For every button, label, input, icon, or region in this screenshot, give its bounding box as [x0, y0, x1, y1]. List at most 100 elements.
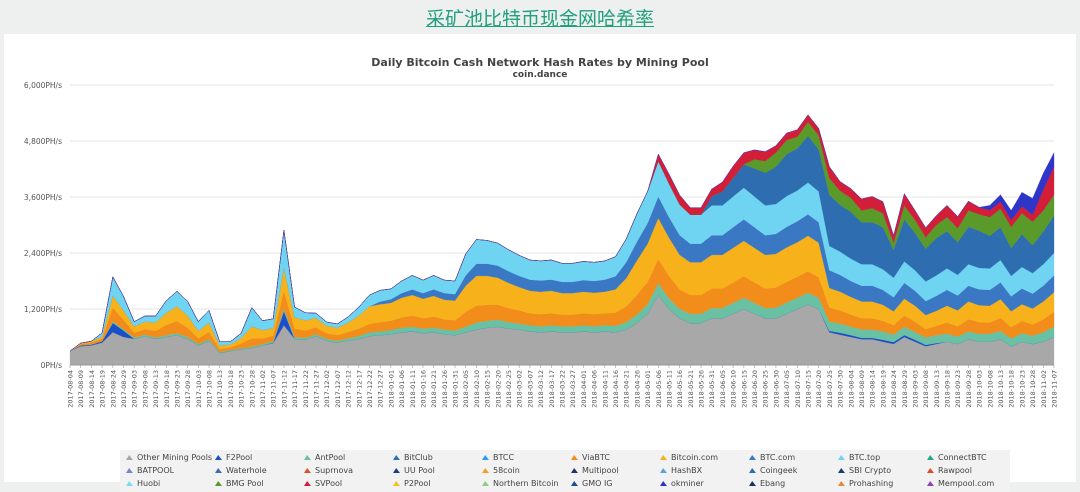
x-tick-label: 2018-09-28 [965, 370, 973, 408]
x-tick-label: 2018-09-08 [922, 370, 930, 408]
legend-item[interactable]: Suprnova [304, 466, 353, 475]
legend-item[interactable]: SBI Crypto [838, 466, 891, 475]
x-tick-label: 2018-05-06 [655, 370, 663, 408]
x-tick-label: 2018-03-17 [548, 370, 556, 408]
x-tick-label: 2017-12-12 [345, 370, 353, 408]
series-area-okminer [69, 114, 1055, 352]
x-tick-label: 2018-04-26 [633, 370, 641, 408]
legend-swatch-icon [304, 468, 311, 473]
x-tick-label: 2018-01-26 [441, 370, 449, 408]
x-tick-label: 2017-11-17 [291, 370, 299, 408]
legend-label: BATPOOL [137, 466, 175, 475]
legend-swatch-icon [838, 455, 845, 460]
legend-label: AntPool [315, 453, 346, 462]
x-tick-label: 2018-07-10 [794, 370, 802, 408]
legend-item[interactable]: BATPOOL [126, 466, 174, 475]
x-tick-label: 2018-05-16 [676, 370, 684, 408]
x-tick-label: 2017-12-02 [323, 370, 331, 408]
legend-label: Bitcoin.com [671, 453, 719, 462]
x-tick-label: 2018-04-16 [612, 370, 620, 408]
legend-swatch-icon [215, 468, 222, 473]
x-tick-label: 2018-04-11 [601, 370, 609, 408]
x-tick-label: 2018-07-15 [805, 370, 813, 408]
legend-item[interactable]: Multipool [571, 466, 619, 475]
x-tick-label: 2017-08-24 [109, 370, 117, 408]
x-tick-label: 2018-02-10 [473, 370, 481, 408]
legend-swatch-icon [393, 468, 400, 473]
y-tick-label: 3,600PH/s [24, 193, 62, 202]
x-tick-label: 2017-12-17 [355, 370, 363, 408]
legend-item[interactable]: Bitcoin.com [660, 453, 718, 462]
legend-item[interactable]: F2Pool [215, 453, 252, 462]
legend-item[interactable]: BTC.com [749, 453, 795, 462]
hash-rate-stacked-area-plot: 0PH/s 1,200PH/s 2,400PH/s 3,600PH/s 4,800PH/… [24, 81, 1059, 408]
x-tick-label: 2018-01-01 [387, 370, 395, 408]
x-tick-label: 2017-12-27 [377, 370, 385, 408]
x-tick-label: 2018-08-24 [890, 370, 898, 408]
legend-item[interactable]: AntPool [304, 453, 345, 462]
legend-label: SBI Crypto [849, 466, 892, 475]
x-tick-label: 2017-09-28 [184, 370, 192, 408]
legend-label: 58coin [493, 466, 520, 475]
legend-swatch-icon [393, 455, 400, 460]
x-tick-label: 2017-11-12 [280, 370, 288, 408]
x-tick-label: 2018-02-15 [484, 370, 492, 408]
x-tick-label: 2018-06-25 [762, 370, 770, 408]
x-tick-label: 2017-08-19 [99, 370, 107, 408]
legend-item[interactable]: Rawpool [927, 466, 972, 475]
y-tick-label: 6,000PH/s [24, 81, 62, 90]
legend-swatch-icon [571, 468, 578, 473]
x-tick-label: 2018-04-06 [591, 370, 599, 408]
legend-swatch-icon [927, 468, 934, 473]
legend-item[interactable]: 58coin [482, 466, 520, 475]
x-tick-label: 2018-10-13 [997, 370, 1005, 408]
x-tick-label: 2018-03-27 [569, 370, 577, 408]
x-tick-label: 2018-09-23 [954, 370, 962, 408]
x-tick-label: 2018-02-25 [505, 370, 513, 408]
legend-swatch-icon [482, 468, 489, 473]
legend-item[interactable]: Coingeek [749, 466, 797, 475]
x-tick-label: 2018-06-15 [740, 370, 748, 408]
legend-label: HashBX [671, 466, 703, 475]
legend-item[interactable]: BTCC [482, 453, 514, 462]
x-tick-label: 2017-12-22 [366, 370, 374, 408]
legend-item[interactable]: BTC.top [838, 453, 880, 462]
x-tick-label: 2017-09-13 [152, 370, 160, 408]
x-tick-label: 2018-01-06 [398, 370, 406, 408]
legend-swatch-icon [571, 455, 578, 460]
x-tick-label: 2018-10-03 [976, 370, 984, 408]
legend-item[interactable]: ConnectBTC [927, 453, 987, 462]
chart-legend: Other Mining Pools F2Pool AntPool BitClub BT… [120, 450, 1010, 492]
x-tick-label: 2017-10-18 [227, 370, 235, 408]
x-tick-label: 2018-01-11 [409, 370, 417, 408]
x-tick-label: 2018-04-01 [580, 370, 588, 408]
legend-swatch-icon [927, 455, 934, 460]
y-tick-label: 1,200PH/s [24, 305, 62, 314]
x-tick-label: 2018-09-03 [911, 370, 919, 408]
legend-swatch-icon [482, 455, 489, 460]
legend-item[interactable]: ViaBTC [571, 453, 610, 462]
x-tick-label: 2018-06-10 [730, 370, 738, 408]
legend-label: Rawpool [938, 466, 972, 475]
legend-item[interactable]: Other Mining Pools [126, 453, 212, 462]
legend-item[interactable]: Waterhole [215, 466, 267, 475]
x-tick-label: 2018-03-22 [559, 370, 567, 408]
legend-item[interactable]: UU Pool [393, 466, 435, 475]
legend-swatch-icon [304, 455, 311, 460]
legend-swatch-icon [838, 468, 845, 473]
legend-swatch-icon [749, 468, 756, 473]
x-tick-label: 2018-08-04 [847, 370, 855, 408]
x-tick-label: 2017-09-08 [141, 370, 149, 408]
x-tick-label: 2018-07-25 [826, 370, 834, 408]
legend-item[interactable]: BitClub [393, 453, 433, 462]
x-tick-label: 2018-06-05 [719, 370, 727, 408]
legend-swatch-icon [215, 455, 222, 460]
x-tick-label: 2018-10-08 [986, 370, 994, 408]
legend-label: Coingeek [760, 466, 798, 475]
x-tick-label: 2018-07-30 [837, 370, 845, 408]
x-tick-label: 2018-01-21 [430, 370, 438, 408]
legend-item[interactable]: HashBX [660, 466, 702, 475]
x-tick-label: 2017-09-03 [131, 370, 139, 408]
x-tick-label: 2017-12-07 [334, 370, 342, 408]
page-title[interactable]: 采矿池比特币现金网哈希率 [425, 8, 654, 30]
